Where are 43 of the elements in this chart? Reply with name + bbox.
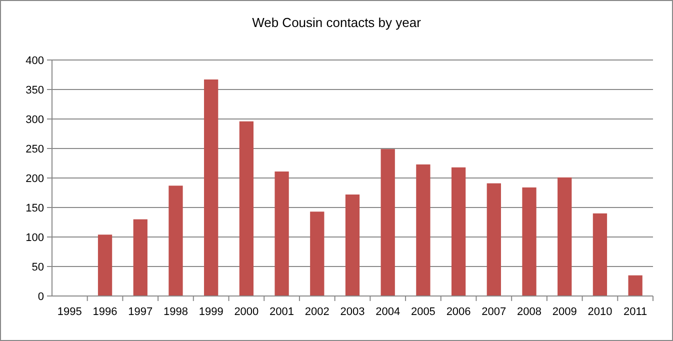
x-tick-label: 2000 — [234, 306, 259, 318]
bar — [628, 275, 642, 296]
y-tick-label: 350 — [26, 84, 44, 96]
bar — [345, 194, 360, 296]
y-tick-label: 0 — [38, 290, 44, 303]
y-tick-label: 150 — [26, 202, 44, 214]
x-tick-label: 1999 — [198, 306, 224, 318]
y-tick-label: 300 — [26, 114, 44, 126]
bar — [133, 219, 148, 296]
bar — [592, 213, 608, 296]
x-tick-label: 1995 — [57, 306, 82, 318]
x-tick-label: 1997 — [128, 306, 153, 318]
x-tick-label: 2001 — [270, 306, 294, 318]
y-tick-label: 100 — [26, 232, 44, 244]
x-tick-label: 2010 — [588, 306, 612, 318]
bar — [204, 79, 218, 296]
bar — [416, 164, 430, 296]
x-tick-label: 2007 — [482, 306, 506, 318]
x-tick-label: 2006 — [446, 306, 471, 318]
x-tick-label: 2002 — [304, 306, 330, 318]
x-tick-label: 1996 — [92, 306, 118, 318]
bar — [380, 149, 395, 296]
bar — [558, 177, 572, 296]
bar — [98, 234, 112, 296]
bar — [486, 183, 501, 296]
y-tick-label: 250 — [26, 143, 44, 156]
bar — [310, 212, 324, 296]
y-tick-label: 400 — [26, 54, 44, 67]
bar — [239, 121, 254, 296]
bar — [274, 172, 289, 296]
x-tick-label: 2003 — [340, 306, 365, 318]
x-tick-label: 2011 — [623, 306, 648, 318]
chart-title: Web Cousin contacts by year — [252, 15, 422, 30]
bar — [168, 186, 183, 296]
x-tick-label: 2009 — [552, 306, 577, 318]
x-tick-label: 1998 — [163, 306, 188, 318]
x-tick-label: 2004 — [376, 306, 400, 318]
x-tick-label: 2008 — [517, 306, 542, 318]
x-tick-label: 2005 — [410, 306, 436, 318]
bar — [451, 167, 466, 296]
bar — [522, 187, 536, 296]
y-tick-label: 50 — [32, 261, 44, 274]
y-tick-label: 200 — [26, 172, 44, 185]
